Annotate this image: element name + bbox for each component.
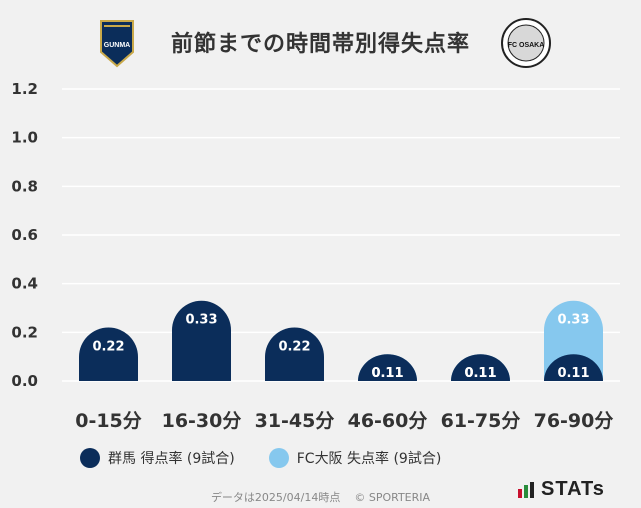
legend-swatch-osaka — [268, 448, 289, 468]
data-label-gunma: 0.11 — [371, 366, 403, 381]
y-tick-label: 0.0 — [11, 372, 38, 390]
y-tick-label: 1.2 — [11, 80, 38, 98]
data-label-osaka: 0.11 — [464, 366, 496, 381]
x-tick-label: 16-30分 — [162, 410, 242, 432]
legend: 群馬 得点率 (9試合) FC大阪 失点率 (9試合) — [80, 448, 475, 468]
y-tick-label: 0.8 — [11, 177, 38, 195]
stats-brand-text: STATs — [541, 478, 605, 500]
chart-title: 前節までの時間帯別得失点率 — [170, 32, 470, 57]
y-tick-label: 1.0 — [11, 129, 38, 147]
legend-swatch-gunma — [80, 448, 100, 468]
bar-gunma — [451, 354, 510, 381]
bar-gunma — [358, 354, 417, 381]
data-label-osaka: 0.11 — [371, 366, 403, 381]
x-tick-label: 46-60分 — [348, 410, 428, 432]
data-label-gunma: 0.11 — [464, 366, 496, 381]
footer: データは2025/04/14時点 © SPORTERIA — [0, 489, 641, 505]
legend-item-gunma: 群馬 得点率 (9試合) — [80, 448, 235, 468]
y-tick-label: 0.2 — [11, 323, 38, 341]
legend-item-osaka: FC大阪 失点率 (9試合) — [268, 448, 442, 468]
gunma-emblem-icon: GUNMA — [100, 20, 134, 68]
bar-gunma — [544, 354, 603, 381]
gunma-emblem-text: GUNMA — [104, 42, 130, 49]
y-tick-label: 0.6 — [11, 226, 38, 244]
fc-osaka-emblem-text: FC OSAKA — [508, 42, 545, 49]
stats-logo-icon — [518, 481, 536, 498]
x-tick-label: 31-45分 — [255, 410, 335, 432]
footer-copyright: © SPORTERIA — [354, 491, 431, 504]
legend-label-osaka: FC大阪 失点率 (9試合) — [296, 451, 442, 467]
x-tick-label: 76-90分 — [534, 410, 614, 432]
data-label-gunma: 0.22 — [278, 339, 310, 354]
bar-gunma — [172, 300, 231, 381]
legend-label-gunma: 群馬 得点率 (9試合) — [108, 451, 235, 467]
footer-date: データは2025/04/14時点 — [210, 491, 341, 504]
x-tick-label: 61-75分 — [441, 410, 521, 432]
data-label-osaka: 0.33 — [557, 313, 589, 328]
x-tick-label: 0-15分 — [75, 410, 142, 432]
bar-gunma — [265, 327, 324, 381]
data-label-gunma: 0.22 — [92, 339, 124, 354]
fc-osaka-emblem-icon: FC OSAKA — [501, 18, 551, 68]
data-label-gunma: 0.33 — [185, 313, 217, 328]
y-tick-label: 0.4 — [11, 275, 38, 293]
bar-gunma — [79, 327, 138, 381]
data-label-gunma: 0.11 — [557, 366, 589, 381]
stats-brand: STATs — [518, 478, 605, 501]
